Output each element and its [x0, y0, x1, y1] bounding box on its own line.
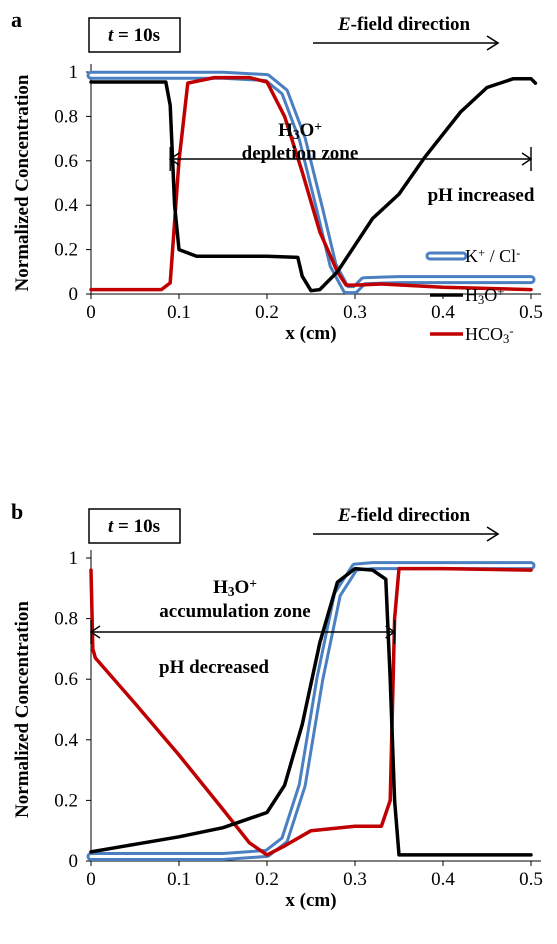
efield-label: E-field direction	[337, 505, 471, 526]
y-tick-label: 0.2	[54, 240, 78, 261]
y-tick-label: 0.2	[54, 790, 78, 811]
series-line-kcl-core	[89, 564, 533, 858]
x-tick-label: 0.4	[431, 869, 455, 890]
y-tick-label: 0.8	[54, 106, 78, 127]
y-tick-label: 0.4	[54, 195, 78, 216]
x-tick-label: 0.3	[343, 302, 367, 323]
x-tick-label: 0.3	[343, 869, 367, 890]
x-tick-label: 0.5	[519, 869, 543, 890]
y-axis-title: Normalized Concentration	[12, 601, 33, 818]
y-tick-label: 1	[69, 62, 79, 83]
y-tick-label: 0	[69, 851, 79, 872]
x-tick-label: 0.4	[431, 302, 455, 323]
x-tick-label: 0.2	[255, 302, 279, 323]
time-label: t = 10s	[108, 25, 160, 46]
zone-label: accumulation zone	[159, 601, 310, 622]
zone-label: depletion zone	[242, 143, 359, 164]
y-tick-label: 0	[69, 284, 79, 305]
x-tick-label: 0.1	[167, 302, 191, 323]
time-box	[88, 17, 181, 53]
x-tick-label: 0	[86, 869, 96, 890]
y-tick-label: 0.4	[54, 730, 78, 751]
time-label: t = 10s	[108, 516, 160, 537]
x-tick-label: 0.1	[167, 869, 191, 890]
zone-species-label: H3O+	[213, 576, 257, 599]
x-tick-label: 0.2	[255, 869, 279, 890]
y-tick-label: 0.6	[54, 669, 78, 690]
ph-label: pH increased	[428, 185, 535, 206]
legend-label: HCO3-	[465, 324, 514, 346]
x-tick-label: 0	[86, 302, 96, 323]
ph-label: pH decreased	[159, 657, 269, 678]
efield-arrow-head	[486, 526, 500, 542]
series-line-h3o	[89, 76, 538, 293]
y-axis-title: Normalized Concentration	[12, 74, 33, 291]
y-tick-label: 0.8	[54, 609, 78, 630]
y-tick-label: 0.6	[54, 151, 78, 172]
time-box	[88, 508, 181, 544]
legend-label: H3O+	[465, 285, 504, 307]
x-axis-title: x (cm)	[285, 323, 336, 344]
panel-letter: b	[11, 499, 23, 524]
x-tick-label: 0.5	[519, 302, 543, 323]
series-line-hco3	[89, 566, 533, 857]
x-axis-title: x (cm)	[285, 890, 336, 911]
panel-letter: a	[11, 7, 22, 32]
series-line-kcl	[86, 561, 536, 861]
y-tick-label: 1	[69, 548, 79, 569]
zone-species-label: H3O+	[278, 119, 322, 142]
chart-panel-b: b t = 10s E-field direction 0 0.2 0.4 0.6 0.8 1 0…	[11, 499, 543, 911]
legend: K+ / Cl- H3O+ HCO3-	[425, 246, 520, 346]
efield-arrow-head	[486, 35, 500, 51]
series-line-h3o	[89, 566, 533, 857]
legend-label: K+ / Cl-	[465, 246, 520, 266]
chart-panel-a: a t = 10s E-field direction 0 0.2 0.4 0.6 0.8 1 0…	[11, 7, 543, 346]
efield-label: E-field direction	[337, 14, 471, 35]
series-line-kcl-core	[89, 73, 533, 292]
